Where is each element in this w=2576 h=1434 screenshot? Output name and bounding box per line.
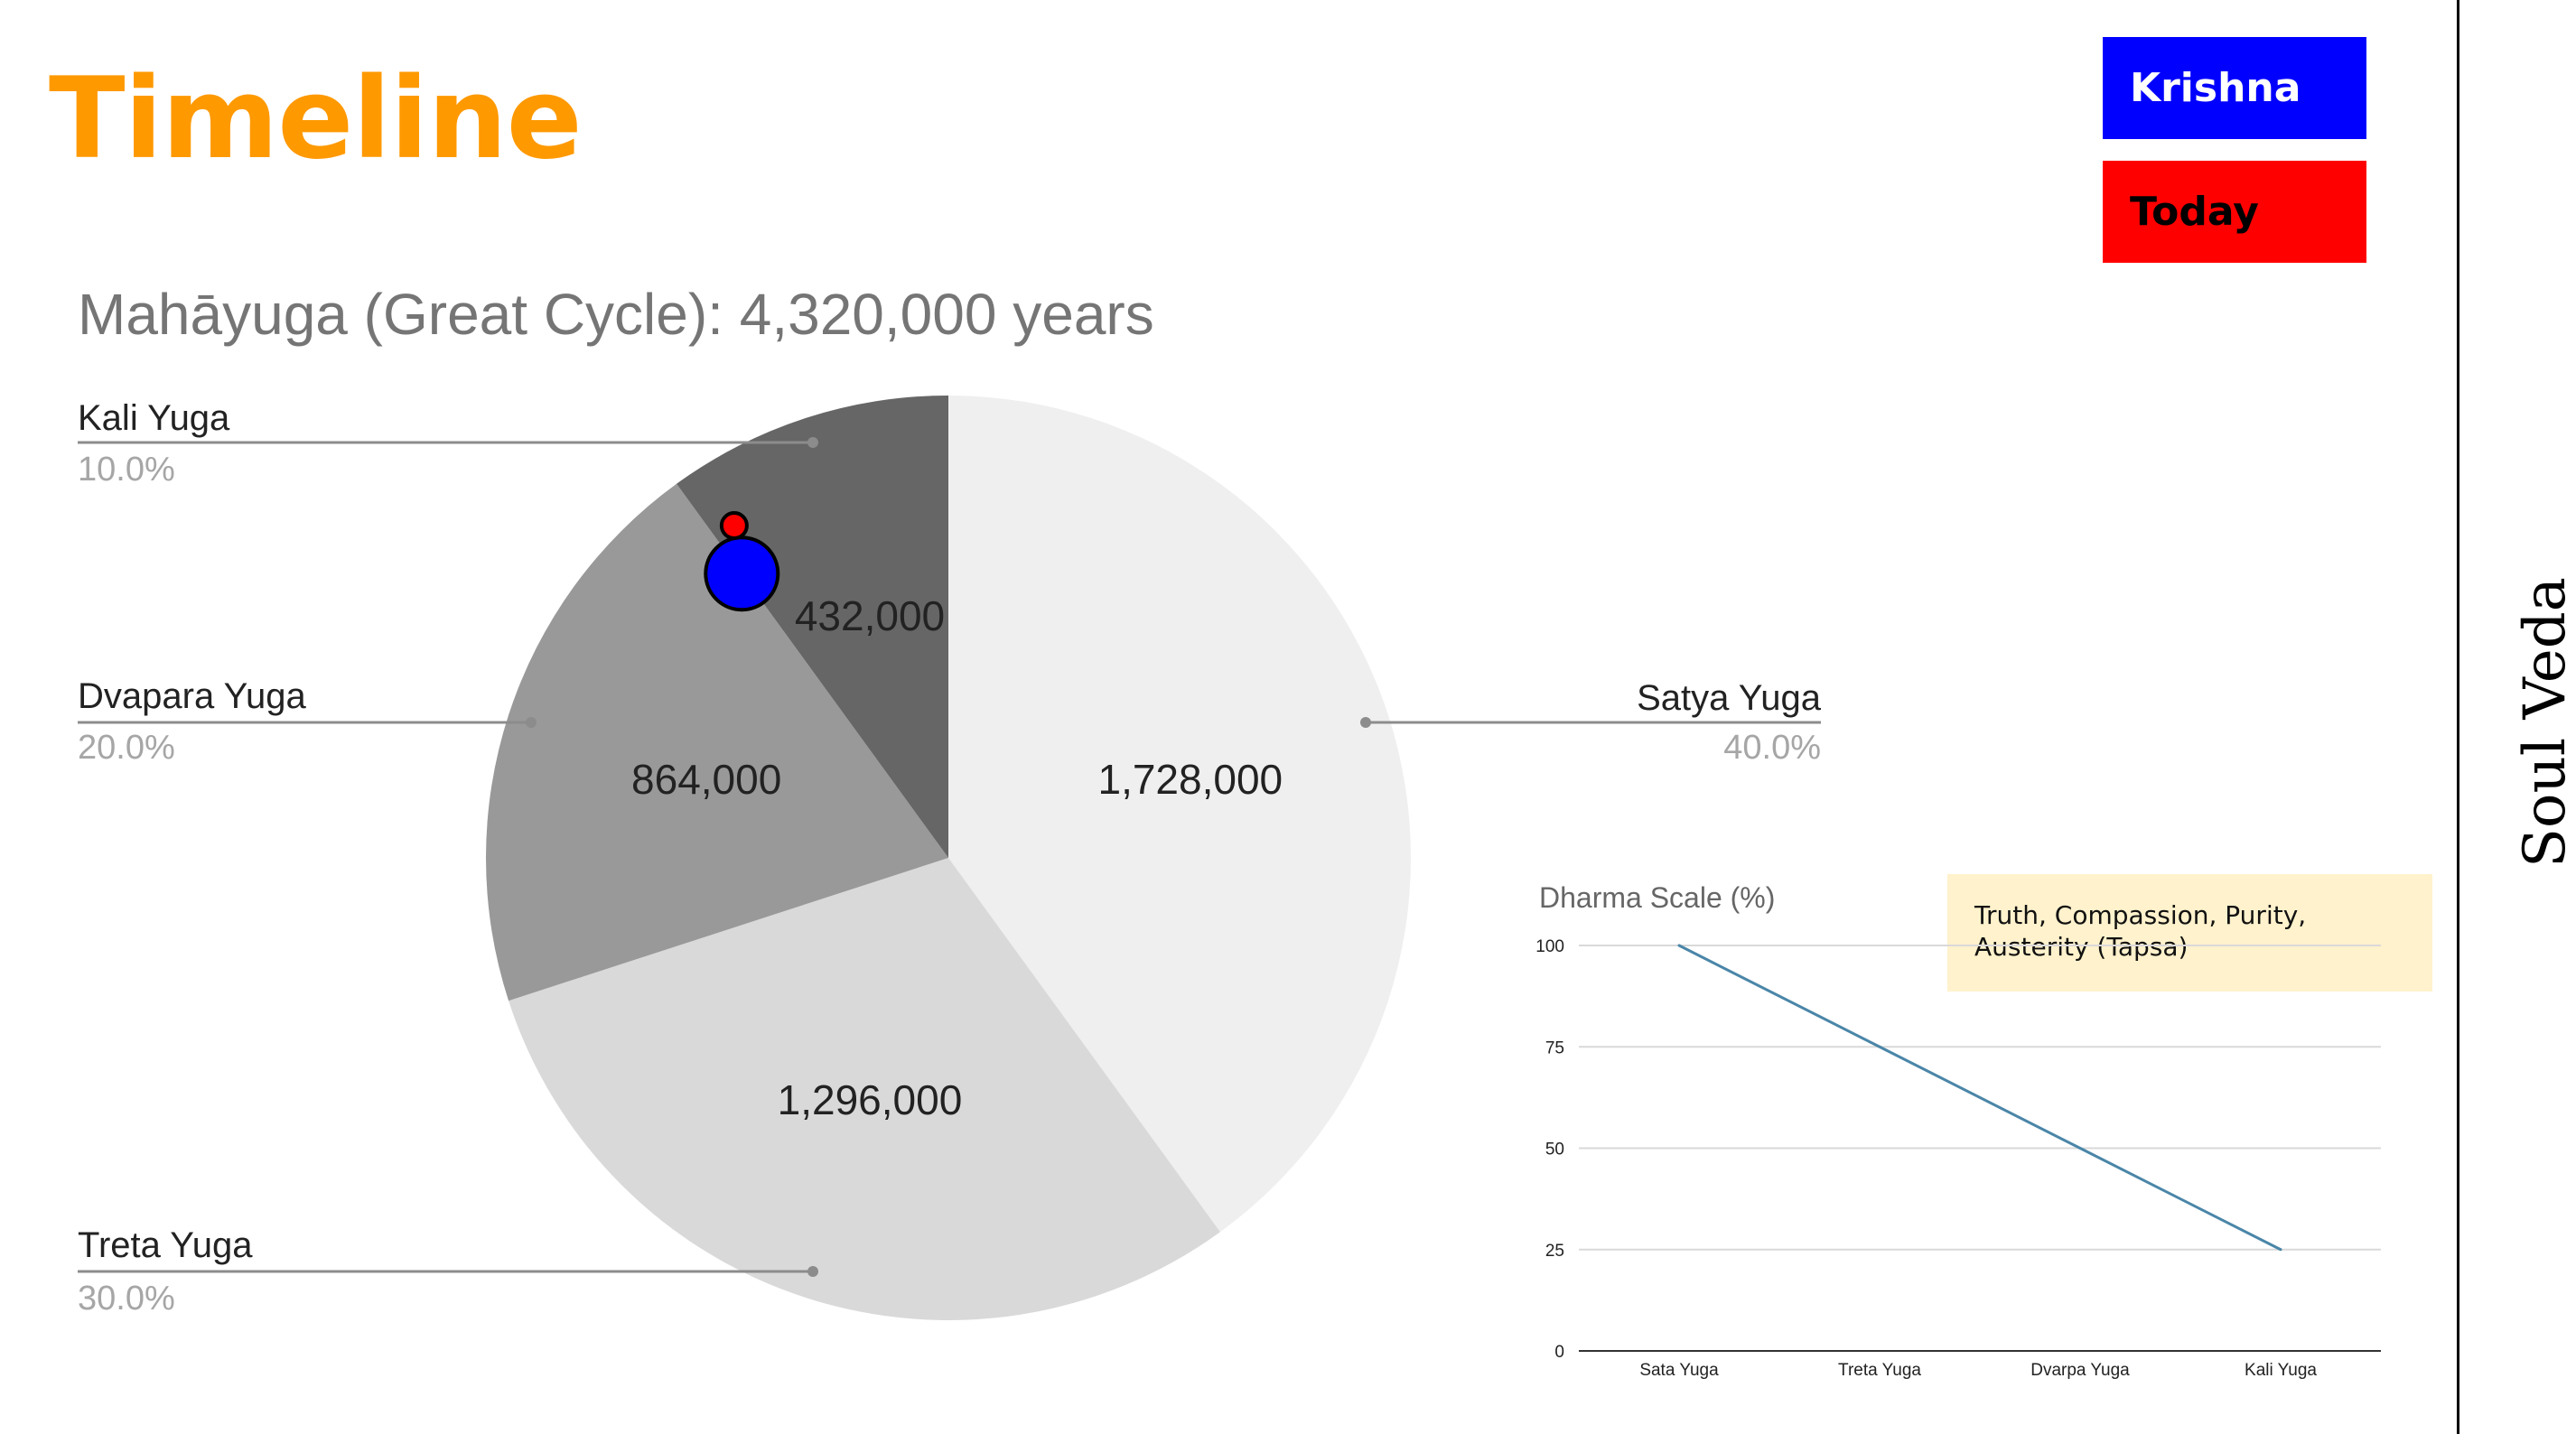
today-marker: [719, 511, 749, 541]
right-divider: [2457, 0, 2459, 1434]
pie-leader-dot-satya-yuga: [1360, 717, 1371, 728]
legend-krishna: Krishna: [2103, 37, 2366, 139]
pie-value-label-treta-yuga: 1,296,000: [778, 1076, 963, 1123]
pie-slice-dvapara-yuga: [486, 483, 948, 1001]
pie-percent-label-satya-yuga: 40.0%: [1723, 729, 1821, 767]
pie-category-label-dvapara-yuga: Dvapara Yuga: [78, 676, 307, 716]
pie-value-label-dvapara-yuga: 864,000: [631, 756, 781, 803]
pie-labels: 1,728,000 Satya Yuga 40.0% 1,296,000 Treta Y…: [78, 398, 1822, 1318]
pie-value-label-kali-yuga: 432,000: [795, 592, 945, 639]
x-tick-label-dvarpa-yuga: Dvarpa Yuga: [2030, 1361, 2130, 1380]
pie-leader-dot-dvapara-yuga: [526, 717, 537, 728]
pie-markers: [704, 511, 780, 612]
krishna-marker: [704, 535, 780, 612]
pie-category-label-kali-yuga: Kali Yuga: [78, 398, 230, 438]
pie-percent-label-kali-yuga: 10.0%: [78, 451, 175, 489]
legend-krishna-label: Krishna: [2130, 65, 2301, 111]
pie-value-label-satya-yuga: 1,728,000: [1097, 756, 1283, 803]
legend-today-label: Today: [2130, 189, 2259, 235]
slide-title: Timeline: [49, 54, 583, 184]
brand-label: Soul Veda: [2512, 577, 2576, 868]
dharma-point-dvarpa-yuga: [2078, 1147, 2082, 1150]
pie-slice-kali-yuga: [677, 396, 948, 858]
pie-slice-treta-yuga: [509, 858, 1220, 1320]
x-tick-label-kali-yuga: Kali Yuga: [2245, 1361, 2317, 1380]
pie-chart: Mahāyuga (Great Cycle): 4,320,000 years …: [78, 282, 1822, 1320]
dharma-note: Truth, Compassion, Purity, Austerity (Ta…: [1947, 874, 2432, 992]
legend-today: Today: [2103, 161, 2366, 263]
pie-slice-satya-yuga: [948, 396, 1411, 1233]
dharma-point-kali-yuga: [2279, 1248, 2282, 1252]
pie-chart-title: Mahāyuga (Great Cycle): 4,320,000 years: [78, 282, 1154, 347]
pie-category-label-satya-yuga: Satya Yuga: [1637, 678, 1822, 718]
pie-leader-dot-kali-yuga: [807, 437, 818, 448]
pie-percent-label-dvapara-yuga: 20.0%: [78, 729, 175, 767]
pie-slices: [486, 396, 1411, 1320]
pie-category-label-treta-yuga: Treta Yuga: [78, 1225, 253, 1265]
pie-leader-dot-treta-yuga: [807, 1266, 818, 1277]
pie-percent-label-treta-yuga: 30.0%: [78, 1280, 175, 1318]
